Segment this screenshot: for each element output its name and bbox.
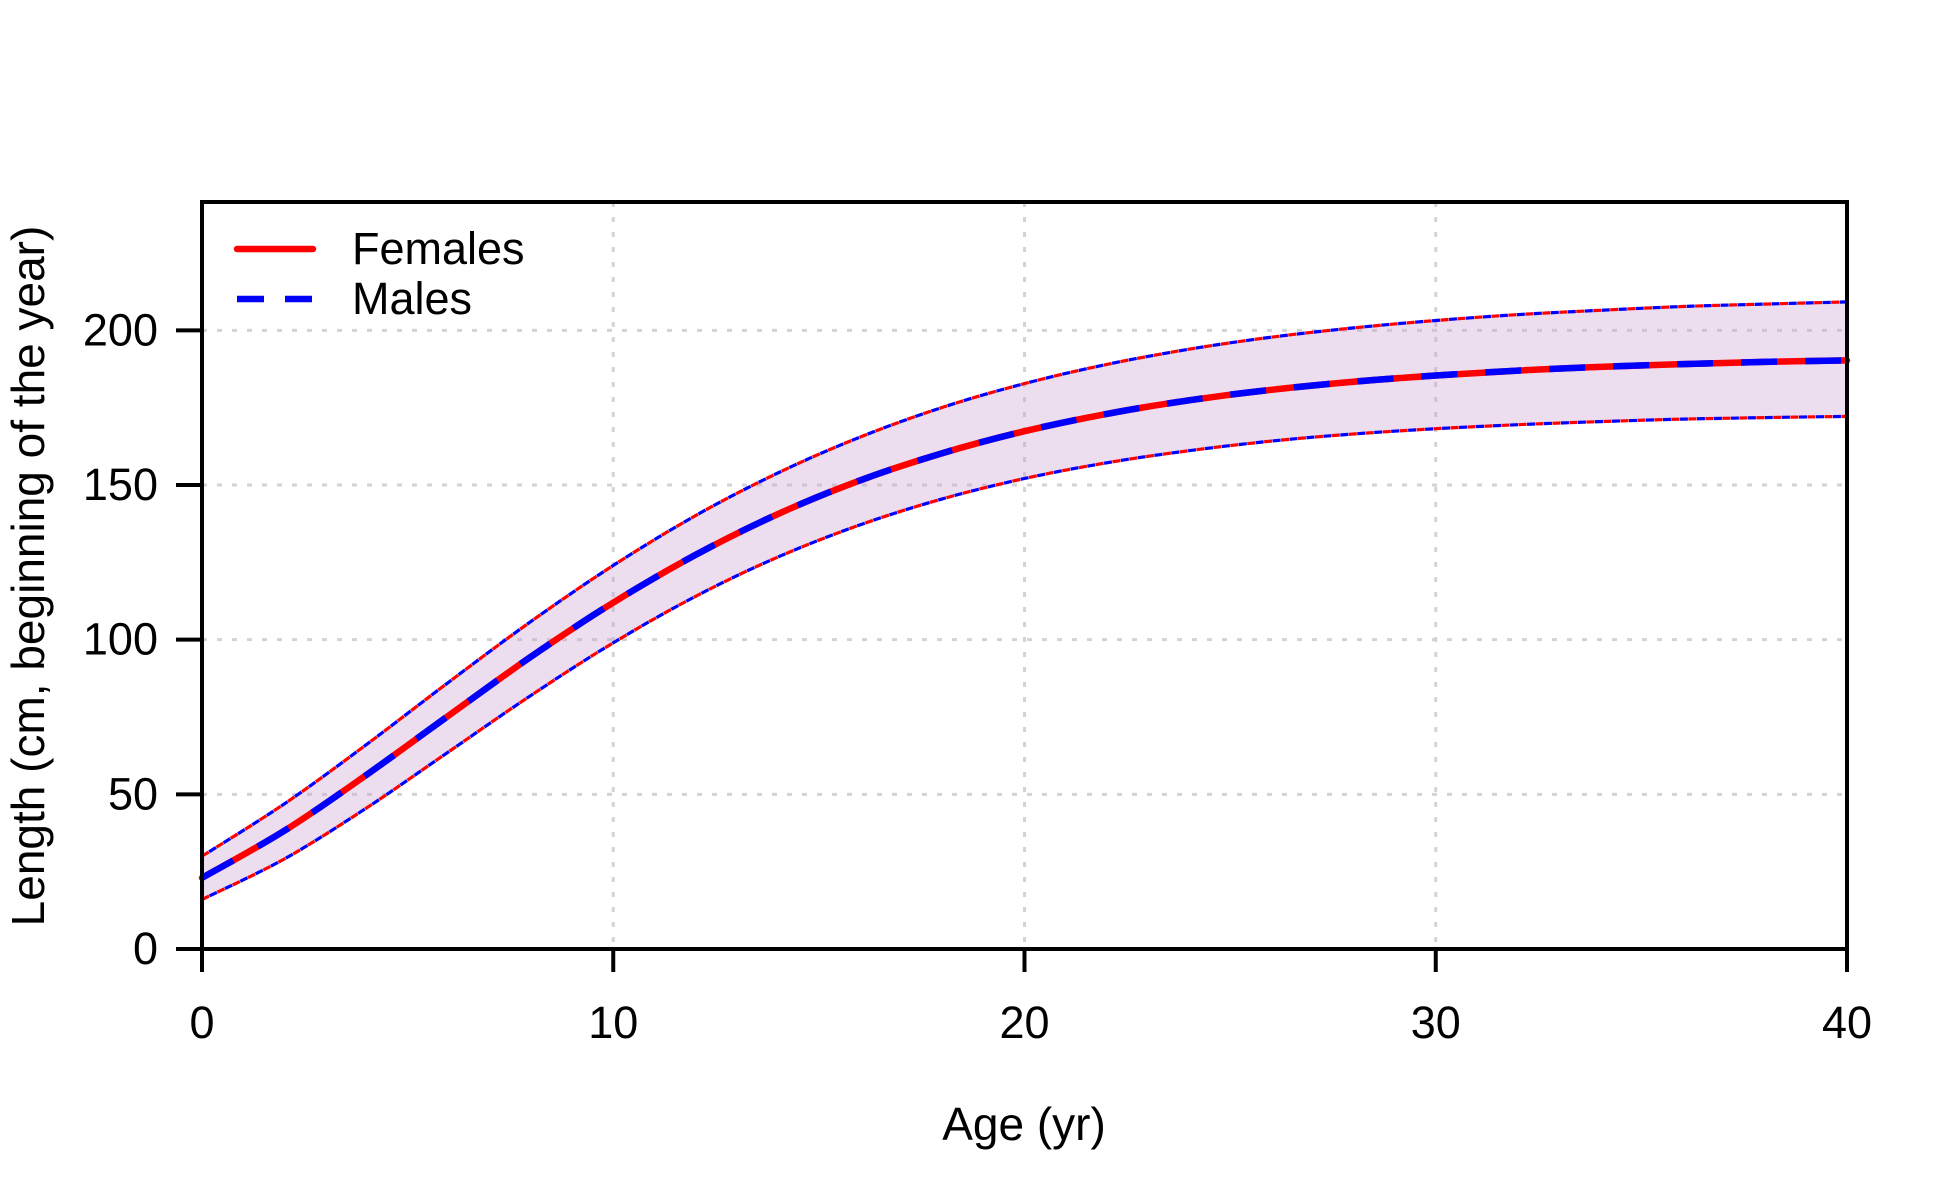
legend-males-label: Males [352,273,472,324]
legend: Females Males [233,223,525,324]
x-tick-label: 30 [1411,997,1461,1048]
x-tick-label: 40 [1822,997,1872,1048]
y-tick-label: 200 [83,304,158,355]
legend-females-label: Females [352,223,525,274]
confidence-band-fill [202,301,1847,900]
x-tick-label: 10 [588,997,638,1048]
confidence-band [201,300,1848,901]
band_upper-edge-blue [201,300,1848,858]
band_lower-edge-red [201,414,1848,901]
y-tick-label: 150 [83,459,158,510]
y-tick-label: 50 [108,768,158,819]
males-curve [200,357,1848,881]
x-tick-label: 20 [999,997,1049,1048]
x-tick-label: 0 [189,997,214,1048]
y-tick-label: 100 [83,614,158,665]
y-axis-title: Length (cm, beginning of the year) [2,226,54,927]
y-tick-label: 0 [133,923,158,974]
gridlines [202,202,1847,949]
x-axis-title: Age (yr) [942,1098,1106,1150]
growth-curves [198,357,1851,882]
band_lower-edge-blue [201,414,1848,901]
axis-ticks-and-labels: 0 10 20 30 40 0 50 100 150 200 [83,304,1872,1048]
